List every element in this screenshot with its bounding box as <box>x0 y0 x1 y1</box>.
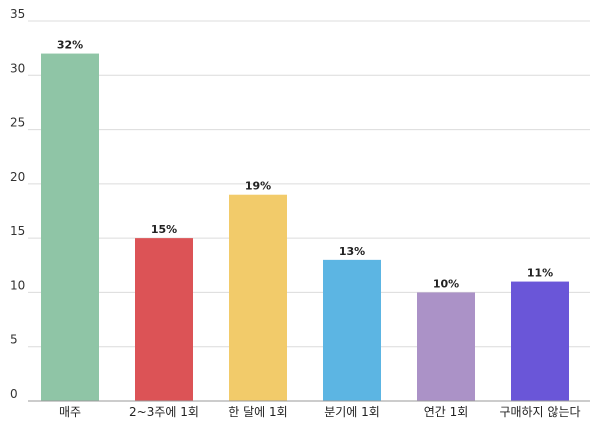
y-tick-label: 30 <box>10 61 25 75</box>
y-tick-label: 35 <box>10 7 25 21</box>
data-label: 10% <box>433 277 459 290</box>
y-tick-label: 5 <box>10 333 18 347</box>
bar-2 <box>135 238 193 401</box>
y-tick-label: 0 <box>10 387 18 401</box>
bar-3 <box>229 194 287 401</box>
x-tick-label: 구매하지 않는다 <box>499 405 580 419</box>
bar-6 <box>511 281 569 401</box>
y-tick-label: 20 <box>10 170 25 184</box>
data-label: 11% <box>527 267 553 280</box>
data-label: 32% <box>57 39 83 52</box>
bar-1 <box>41 53 99 401</box>
axes: 0 5 10 15 20 25 30 35 매주 2~3주에 1회 한 달에 1회 분기에 1회 연간 … <box>10 7 590 419</box>
data-label: 19% <box>245 180 271 193</box>
y-tick-label: 25 <box>10 116 25 130</box>
x-tick-label: 한 달에 1회 <box>228 405 287 419</box>
y-tick-label: 15 <box>10 224 25 238</box>
x-tick-label: 분기에 1회 <box>324 405 380 419</box>
data-labels: 32% 15% 19% 13% 10% 11% <box>57 39 553 291</box>
x-tick-label: 2~3주에 1회 <box>129 405 199 419</box>
data-label: 15% <box>151 223 177 236</box>
x-tick-label: 연간 1회 <box>424 405 469 419</box>
bars <box>41 53 569 401</box>
y-tick-label: 10 <box>10 278 25 292</box>
bar-4 <box>323 259 381 401</box>
x-tick-label: 매주 <box>59 405 81 419</box>
gridlines <box>28 20 590 348</box>
bar-5 <box>417 292 475 401</box>
data-label: 13% <box>339 245 365 258</box>
